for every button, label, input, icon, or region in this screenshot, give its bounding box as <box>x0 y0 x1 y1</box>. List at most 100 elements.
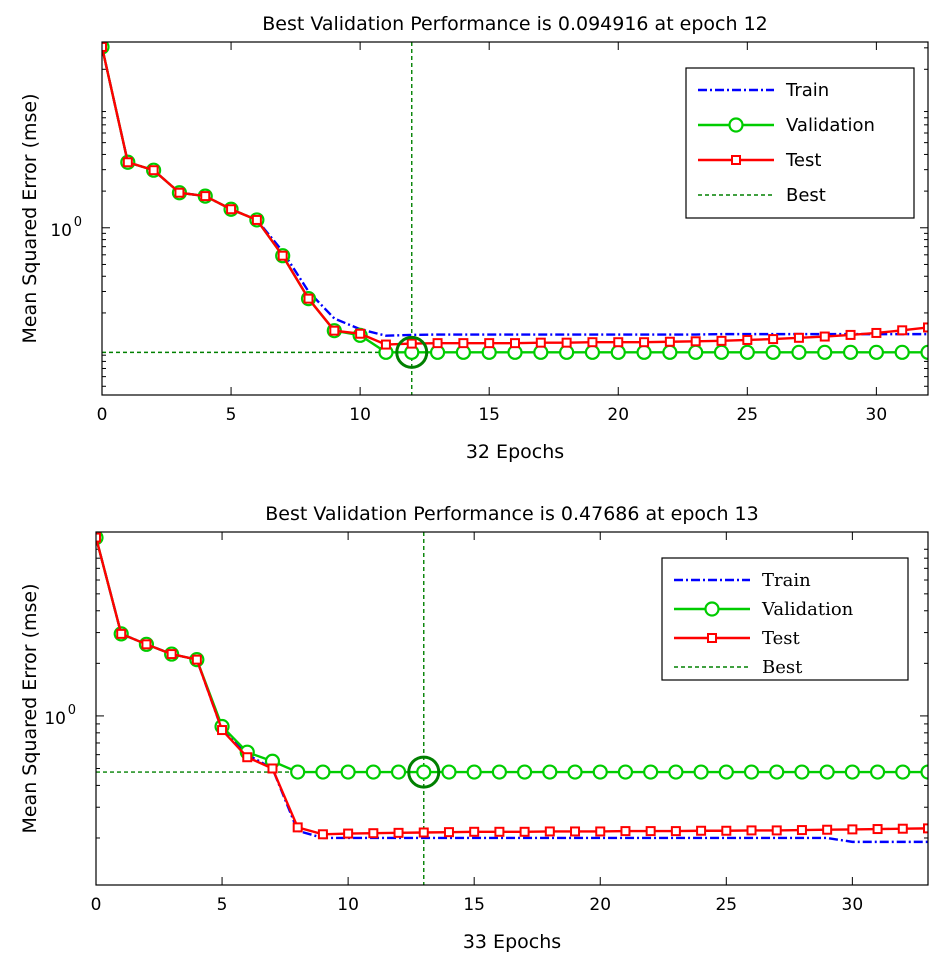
test-point <box>872 824 883 835</box>
test-point <box>796 825 807 836</box>
legend-label-train: Train <box>762 570 811 591</box>
plot-series <box>96 532 928 885</box>
x-tick-label: 25 <box>715 895 737 915</box>
legend-label-best: Best <box>786 185 826 206</box>
test-point <box>670 826 681 837</box>
validation-point <box>617 764 634 780</box>
test-point <box>458 338 469 349</box>
legend-box <box>661 557 909 681</box>
best-point-marker <box>407 755 441 789</box>
x-tick-label: 30 <box>842 895 864 915</box>
test-point <box>116 628 127 639</box>
validation-point <box>584 344 601 360</box>
legend-marker-test <box>731 155 741 165</box>
validation-point <box>693 764 709 780</box>
validation-point <box>290 764 306 780</box>
validation-point <box>819 764 835 780</box>
validation-point <box>533 344 549 360</box>
validation-point <box>636 344 652 360</box>
x-tick-label: 20 <box>607 405 629 425</box>
validation-point <box>466 764 482 780</box>
x-tick-label: 20 <box>589 895 611 915</box>
test-point <box>380 339 391 350</box>
test-point <box>343 828 354 839</box>
test-point <box>721 825 732 836</box>
test-point <box>443 827 454 838</box>
test-point <box>141 639 152 650</box>
series-validation-line <box>96 537 928 774</box>
validation-point <box>491 764 507 780</box>
validation-point <box>765 344 781 360</box>
axes-box <box>95 531 929 886</box>
test-point <box>267 763 278 774</box>
test-point <box>303 293 314 304</box>
legend-label-test: Test <box>785 150 821 171</box>
validation-point <box>869 764 886 780</box>
x-axis-label: 33 Epochs <box>463 931 561 953</box>
test-point <box>696 825 707 836</box>
x-tick-label: 5 <box>226 405 237 425</box>
validation-point <box>559 344 575 360</box>
test-point <box>544 826 555 837</box>
test-point <box>355 328 366 339</box>
x-tick-label: 0 <box>91 895 102 915</box>
test-point <box>174 187 185 198</box>
test-point <box>191 654 202 665</box>
legend-marker-validation <box>704 601 720 617</box>
validation-point <box>842 344 859 360</box>
x-axis-label: 32 Epochs <box>466 441 564 463</box>
test-point <box>819 331 830 342</box>
test-point <box>368 828 379 839</box>
legend-label-train: Train <box>785 80 829 101</box>
validation-point <box>567 764 583 780</box>
test-point <box>166 649 177 660</box>
validation-point <box>592 764 608 780</box>
validation-point <box>895 764 911 780</box>
plot-series <box>102 42 928 395</box>
legend-label-validation: Validation <box>761 599 854 620</box>
validation-point <box>662 344 678 360</box>
y-tick-base: 10 <box>44 709 66 729</box>
series-test-line <box>96 537 928 836</box>
validation-point <box>688 344 704 360</box>
y-tick-label: 10 <box>50 221 72 241</box>
test-point <box>226 204 237 215</box>
test-point <box>242 752 253 763</box>
validation-point <box>794 764 810 780</box>
test-point <box>329 325 340 336</box>
validation-point <box>868 344 884 360</box>
legend-marker-test <box>707 633 717 643</box>
test-point <box>561 337 572 348</box>
y-tick-label: 10 <box>44 709 66 729</box>
test-point <box>897 325 908 336</box>
test-point <box>664 336 675 347</box>
test-point <box>639 337 650 348</box>
x-tick-label: 15 <box>463 895 485 915</box>
validation-point <box>668 764 684 780</box>
test-point <box>519 826 530 837</box>
test-point <box>510 338 520 349</box>
test-point <box>923 823 928 834</box>
test-point <box>595 826 606 837</box>
test-point <box>148 165 159 176</box>
chart-2: Best Validation Performance is 0.47686 a… <box>19 503 929 953</box>
validation-point <box>769 764 785 780</box>
legend: Train Validation Test Best <box>661 557 909 681</box>
test-point <box>771 825 782 836</box>
test-point <box>847 824 858 835</box>
axes-box <box>101 41 929 396</box>
test-point <box>923 322 928 333</box>
test-point <box>484 338 495 349</box>
test-point <box>845 329 856 340</box>
test-point <box>746 825 757 836</box>
x-tick-label: 0 <box>97 405 108 425</box>
test-point <box>292 822 303 833</box>
legend: Train Validation Test Best <box>685 67 915 219</box>
test-point <box>613 337 624 348</box>
test-point <box>768 334 779 345</box>
test-point <box>587 337 598 348</box>
y-tick-base: 10 <box>50 221 72 241</box>
validation-point <box>416 764 432 780</box>
test-point <box>871 327 882 338</box>
test-point <box>469 826 480 837</box>
